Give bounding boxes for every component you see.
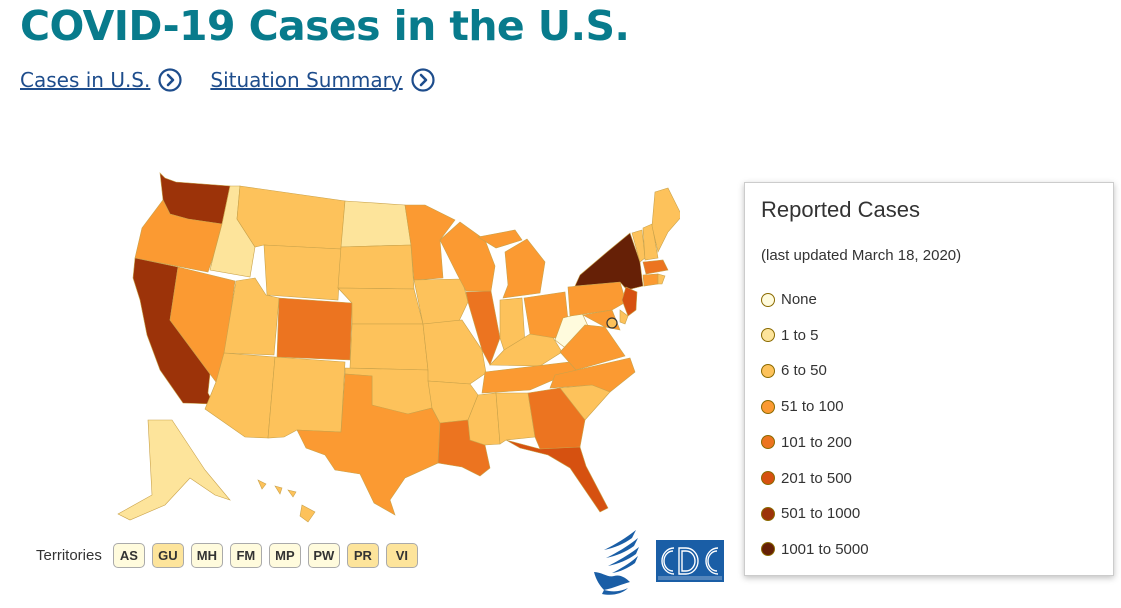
legend-label: 1 to 5: [781, 326, 819, 344]
state-de[interactable]: [619, 309, 629, 325]
legend-swatch: [761, 363, 775, 378]
legend-swatch: [761, 542, 775, 557]
state-nm[interactable]: [267, 356, 346, 439]
state-mi[interactable]: [477, 229, 546, 299]
state-ct[interactable]: [642, 273, 659, 287]
legend-item: None: [761, 291, 817, 308]
legend-label: 101 to 200: [781, 433, 852, 451]
state-ks[interactable]: [349, 323, 429, 371]
legend-label: None: [781, 291, 817, 308]
cases-in-us-link-label: Cases in U.S.: [20, 68, 151, 92]
state-al[interactable]: [495, 392, 536, 445]
nav-links: Cases in U.S. Situation Summary: [20, 68, 435, 92]
chevron-right-circle-icon: [158, 68, 182, 92]
legend-item: 6 to 50: [761, 362, 827, 379]
state-mo[interactable]: [422, 319, 487, 385]
legend-item: 51 to 100: [761, 398, 844, 415]
legend-item: 101 to 200: [761, 434, 852, 451]
state-ma[interactable]: [642, 259, 669, 275]
legend-label: 1001 to 5000: [781, 540, 869, 558]
hhs-eagle-logo: [594, 530, 639, 595]
chevron-right-circle-icon: [411, 68, 435, 92]
territory-mp-button[interactable]: MP: [268, 543, 301, 568]
territories-bar: Territories AS GU MH FM MP PW PR VI: [36, 543, 418, 568]
territory-vi-button[interactable]: VI: [385, 543, 418, 568]
state-mt[interactable]: [236, 185, 346, 250]
situation-summary-link[interactable]: Situation Summary: [210, 68, 435, 92]
legend-item: 201 to 500: [761, 470, 852, 487]
legend-swatch: [761, 328, 775, 343]
legend-panel: Reported Cases (last updated March 18, 2…: [744, 182, 1114, 576]
legend-label: 201 to 500: [781, 469, 852, 487]
territory-gu-button[interactable]: GU: [151, 543, 184, 568]
legend-label: 51 to 100: [781, 398, 844, 416]
state-nj[interactable]: [621, 286, 638, 317]
state-ny[interactable]: [574, 232, 644, 291]
legend-swatch: [761, 506, 775, 521]
state-tx[interactable]: [296, 373, 441, 516]
state-mn[interactable]: [404, 204, 456, 281]
state-nh[interactable]: [642, 223, 659, 261]
situation-summary-link-label: Situation Summary: [210, 68, 403, 92]
territory-as-button[interactable]: AS: [112, 543, 145, 568]
cdc-logo: [656, 540, 724, 582]
legend-label: 6 to 50: [781, 362, 827, 380]
legend-title: Reported Cases: [761, 197, 920, 222]
cases-in-us-link[interactable]: Cases in U.S.: [20, 68, 182, 92]
legend-swatch: [761, 399, 775, 414]
us-cases-map: [117, 172, 680, 523]
legend-label: 501 to 1000: [781, 505, 861, 523]
state-ri[interactable]: [657, 273, 666, 285]
state-hi[interactable]: [257, 479, 316, 523]
state-pa[interactable]: [567, 281, 627, 317]
territory-mh-button[interactable]: MH: [190, 543, 223, 568]
territory-pr-button[interactable]: PR: [346, 543, 379, 568]
state-fl[interactable]: [505, 439, 609, 513]
state-co[interactable]: [276, 297, 353, 361]
state-me[interactable]: [651, 187, 680, 253]
legend-swatch: [761, 435, 775, 450]
state-ak[interactable]: [117, 419, 231, 521]
territory-fm-button[interactable]: FM: [229, 543, 262, 568]
dc-marker[interactable]: [606, 317, 618, 329]
legend-swatch: [761, 471, 775, 485]
legend-item: 501 to 1000: [761, 505, 860, 522]
legend-swatch: [761, 292, 775, 307]
state-ia[interactable]: [413, 278, 469, 325]
page-title: COVID-19 Cases in the U.S.: [20, 2, 630, 50]
legend-updated: (last updated March 18, 2020): [761, 247, 962, 264]
territories-label: Territories: [36, 547, 102, 564]
legend-item: 1001 to 5000: [761, 541, 869, 558]
state-wy[interactable]: [263, 244, 342, 301]
territory-pw-button[interactable]: PW: [307, 543, 340, 568]
legend-item: 1 to 5: [761, 327, 819, 344]
state-nd[interactable]: [340, 200, 412, 248]
state-va[interactable]: [559, 324, 626, 371]
state-sd[interactable]: [337, 244, 415, 290]
